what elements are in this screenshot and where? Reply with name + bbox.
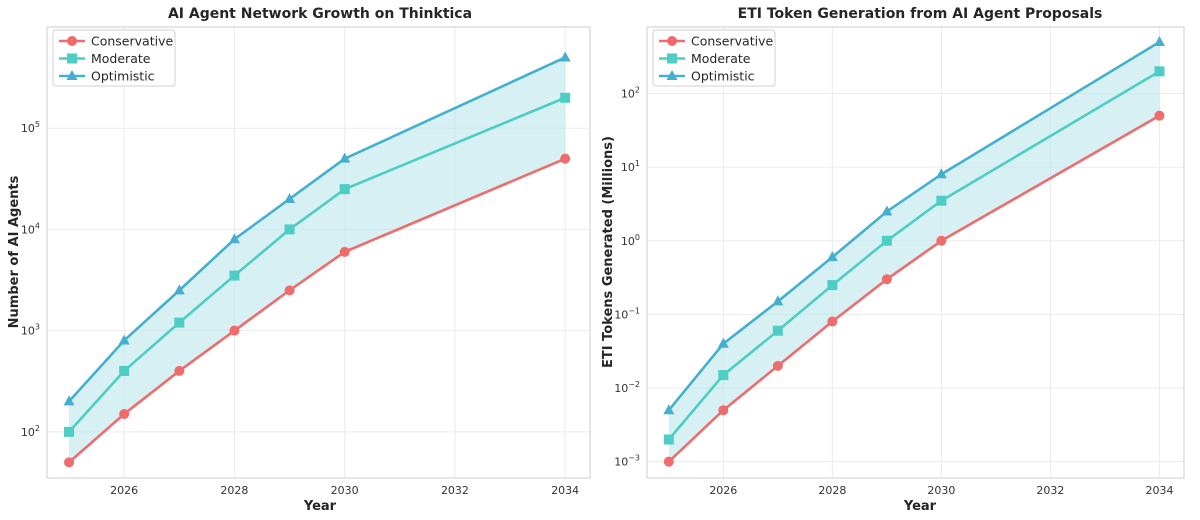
- series-optimistic: [63, 51, 571, 406]
- y-axis-label: ETI Tokens Generated (Millions): [601, 136, 616, 368]
- data-point: [935, 168, 947, 179]
- x-tick-label: 2034: [551, 484, 579, 497]
- legend: Conservative Moderate Optimistic: [52, 29, 176, 87]
- x-tick-label: 2030: [927, 484, 955, 497]
- series-moderate: [663, 66, 1165, 445]
- x-tick-label: 2032: [441, 484, 469, 497]
- data-point: [64, 426, 75, 437]
- y-tick-label: 10−3: [614, 454, 640, 469]
- y-tick-label: 105: [21, 120, 40, 135]
- x-tick-label: 2030: [331, 484, 359, 497]
- y-tick-label: 102: [21, 424, 40, 439]
- data-point: [881, 205, 893, 216]
- token-chart: ETI Token Generation from AI Agent Propo…: [601, 6, 1185, 514]
- x-tick-label: 2032: [1036, 484, 1064, 497]
- data-point: [1154, 110, 1165, 121]
- data-point: [881, 235, 892, 246]
- legend-label: Moderate: [91, 51, 151, 66]
- data-point: [228, 233, 240, 244]
- data-point: [772, 295, 784, 306]
- y-tick-label: 10−2: [614, 380, 640, 395]
- y-axis-label: Number of AI Agents: [7, 175, 22, 328]
- x-tick-label: 2028: [818, 484, 846, 497]
- data-point: [174, 365, 185, 376]
- data-point: [173, 284, 185, 295]
- legend-label: Conservative: [691, 34, 773, 49]
- legend-marker: [667, 36, 677, 46]
- data-point: [881, 274, 892, 285]
- data-point: [663, 404, 675, 415]
- data-point: [717, 337, 729, 348]
- series-optimistic: [663, 36, 1165, 415]
- chart-title: AI Agent Network Growth on Thinktica: [168, 6, 472, 22]
- data-point: [663, 434, 674, 445]
- legend-label: Conservative: [91, 34, 173, 49]
- data-point: [1153, 36, 1165, 47]
- legend-marker: [67, 53, 77, 64]
- data-point: [339, 184, 350, 195]
- data-point: [1154, 66, 1165, 77]
- y-tick-label: 101: [621, 159, 640, 174]
- data-point: [559, 51, 571, 62]
- legend-label: Optimistic: [91, 69, 155, 84]
- data-point: [718, 405, 729, 416]
- data-point: [284, 192, 296, 203]
- y-tick-label: 103: [21, 323, 40, 338]
- range-band: [668, 42, 1160, 462]
- series-conservative: [64, 153, 571, 468]
- legend-label: Moderate: [691, 51, 751, 66]
- legend-box: [652, 29, 776, 87]
- data-point: [560, 153, 571, 164]
- y-tick-label: 10−1: [614, 306, 640, 321]
- data-point: [174, 317, 185, 328]
- x-tick-label: 2026: [709, 484, 737, 497]
- data-point: [827, 316, 838, 327]
- chart-title: ETI Token Generation from AI Agent Propo…: [738, 6, 1103, 22]
- legend-marker: [67, 36, 77, 46]
- x-tick-label: 2034: [1145, 484, 1173, 497]
- data-point: [560, 92, 571, 103]
- data-point: [827, 280, 838, 291]
- y-tick-label: 104: [21, 221, 40, 236]
- legend-marker: [666, 70, 678, 80]
- data-point: [339, 246, 350, 257]
- x-tick-label: 2028: [220, 484, 248, 497]
- data-point: [64, 457, 75, 468]
- data-point: [284, 285, 295, 296]
- data-point: [936, 195, 947, 206]
- legend-label: Optimistic: [691, 69, 755, 84]
- data-point: [229, 325, 240, 336]
- range-band: [69, 57, 566, 463]
- legend-marker: [667, 53, 677, 64]
- data-point: [119, 409, 130, 420]
- growth-chart: AI Agent Network Growth on Thinktica Yea…: [7, 6, 591, 514]
- data-point: [118, 334, 130, 345]
- legend-marker: [66, 70, 78, 80]
- y-tick-label: 102: [621, 85, 640, 100]
- x-tick-label: 2026: [110, 484, 138, 497]
- series-conservative: [663, 110, 1165, 467]
- plot-frame: [46, 26, 591, 479]
- data-point: [229, 270, 240, 281]
- data-point: [63, 395, 75, 406]
- data-point: [119, 365, 130, 376]
- x-axis-label: Year: [303, 499, 337, 514]
- data-point: [772, 360, 783, 371]
- data-point: [936, 235, 947, 246]
- series-moderate: [64, 92, 571, 437]
- x-axis-label: Year: [903, 499, 937, 514]
- data-point: [663, 456, 674, 467]
- data-point: [718, 370, 729, 381]
- y-tick-label: 100: [621, 233, 640, 248]
- data-point: [772, 325, 783, 336]
- data-point: [284, 224, 295, 235]
- data-point: [826, 251, 838, 262]
- legend-box: [52, 29, 176, 87]
- plot-frame: [646, 26, 1185, 479]
- legend: Conservative Moderate Optimistic: [652, 29, 776, 87]
- data-point: [339, 152, 351, 163]
